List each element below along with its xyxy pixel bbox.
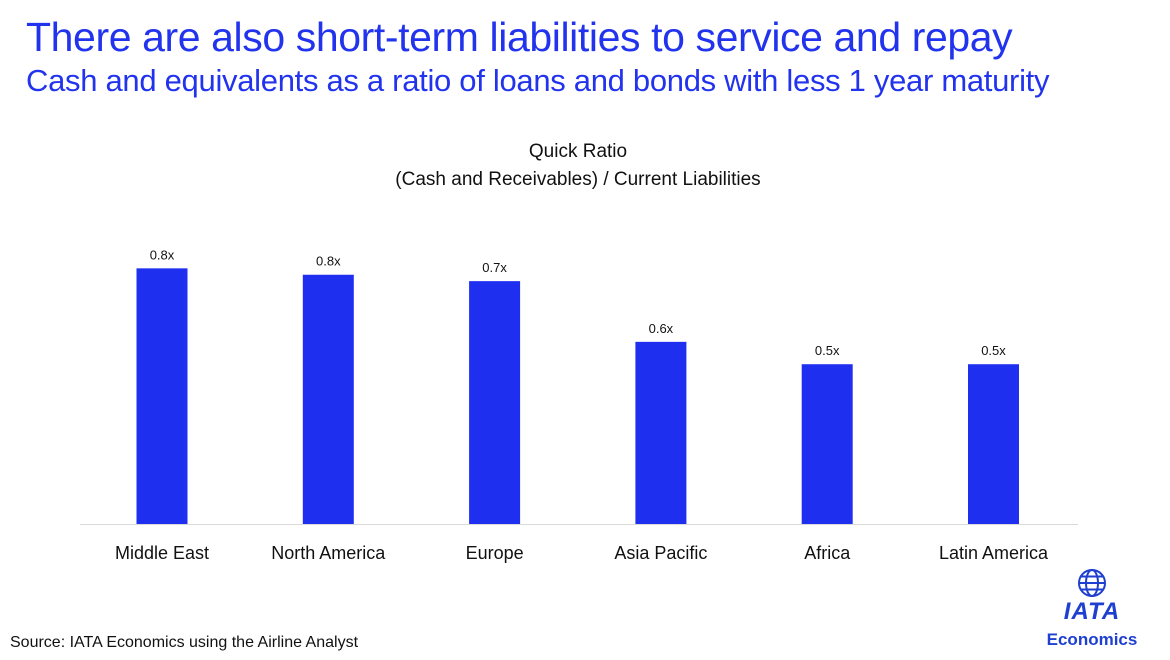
bar-middle-east: [136, 268, 188, 524]
x-tick-label: Latin America: [939, 543, 1049, 563]
logo-wordmark: IATA: [1063, 598, 1121, 625]
iata-logo: IATA Economics: [1036, 568, 1148, 654]
data-label: 0.6x: [649, 321, 674, 336]
source-note: Source: IATA Economics using the Airline…: [10, 634, 359, 651]
logo-tagline: Economics: [1046, 630, 1138, 649]
data-label: 0.7x: [482, 260, 507, 275]
globe-icon: [1078, 569, 1106, 597]
data-label: 0.8x: [150, 247, 175, 262]
chart-subtitle: (Cash and Receivables) / Current Liabili…: [395, 169, 760, 190]
quick-ratio-chart: Quick Ratio (Cash and Receivables) / Cur…: [80, 141, 1078, 563]
bar-group: 0.8x Middle East 0.8x North America 0.7x Euro…: [115, 247, 1049, 563]
data-label: 0.5x: [981, 343, 1006, 358]
x-tick-label: Asia Pacific: [614, 543, 707, 563]
x-tick-label: North America: [271, 543, 386, 563]
data-label: 0.8x: [316, 254, 341, 269]
bar-africa: [801, 364, 853, 524]
x-tick-label: Middle East: [115, 543, 209, 563]
x-tick-label: Europe: [466, 543, 524, 563]
slide-title: There are also short-term liabilities to…: [26, 14, 1013, 60]
x-tick-label: Africa: [804, 543, 851, 563]
bar-latin-america: [968, 364, 1019, 524]
bar-europe: [469, 281, 521, 524]
data-label: 0.5x: [815, 343, 840, 358]
bar-asia-pacific: [635, 341, 687, 524]
chart-title: Quick Ratio: [529, 141, 627, 162]
slide-subtitle: Cash and equivalents as a ratio of loans…: [26, 63, 1050, 98]
bar-north-america: [302, 274, 354, 524]
